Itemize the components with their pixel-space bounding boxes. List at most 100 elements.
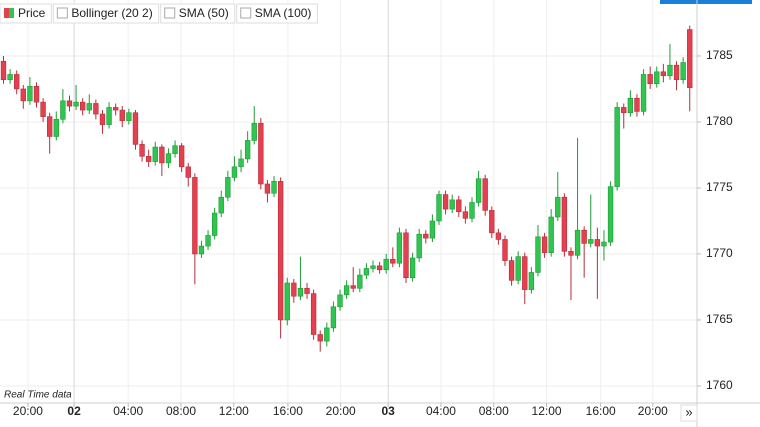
candle-body	[192, 177, 198, 255]
legend-label: SMA (50)	[179, 6, 229, 20]
legend-swatch	[4, 8, 9, 18]
candle-body	[436, 194, 442, 222]
candle-body	[231, 166, 238, 178]
y-tick-label: 1780	[706, 114, 733, 128]
candle-body	[640, 74, 647, 112]
candle-body	[370, 265, 376, 269]
candle-body	[310, 293, 317, 335]
candle-body	[172, 145, 178, 154]
x-tick-label: 02	[67, 404, 81, 418]
candle-body	[396, 232, 403, 264]
candle-body	[271, 181, 277, 194]
candle-body	[403, 232, 409, 279]
candle-body	[614, 107, 620, 187]
candle-body	[627, 97, 634, 114]
legend-item[interactable]: SMA (100)	[236, 3, 318, 24]
y-tick-label: 1775	[706, 180, 733, 194]
candle-body	[581, 229, 587, 244]
candle-body	[225, 177, 231, 198]
candle-body	[152, 146, 158, 162]
axes: 1760 1765 1770 1775 1780 1785 20:00 02 04:00 08:0…	[13, 48, 733, 418]
candle-body	[489, 210, 495, 234]
legend-label: SMA (100)	[255, 6, 312, 20]
candle-body	[14, 74, 20, 90]
candle-body	[456, 199, 462, 213]
x-tick-label: 16:00	[586, 404, 616, 418]
x-tick-label: 20:00	[326, 404, 356, 418]
legend-swatch	[9, 8, 14, 18]
scroll-button-label[interactable]: »	[685, 404, 692, 419]
candle-body	[185, 166, 191, 178]
candle-body	[53, 119, 59, 137]
legend-checkbox[interactable]	[56, 7, 68, 19]
legend-border	[0, 3, 52, 24]
candle-body	[198, 245, 205, 255]
candle-body	[522, 256, 528, 290]
candle-body	[284, 282, 290, 321]
legend-border	[160, 3, 236, 24]
candle-body	[337, 294, 343, 308]
candle-body	[40, 101, 46, 117]
candle-body	[363, 268, 370, 276]
x-tick-label: 20:00	[13, 404, 43, 418]
x-tick-label: 12:00	[532, 404, 562, 418]
legend-checkbox[interactable]	[164, 7, 176, 19]
candle-body	[343, 285, 350, 296]
candle-body	[27, 86, 33, 102]
candle-body	[264, 183, 271, 194]
candle-body	[449, 199, 455, 210]
x-tick-label: 20:00	[638, 404, 668, 418]
candle-body	[634, 97, 640, 112]
candle-body	[145, 155, 152, 162]
candle-body	[165, 153, 172, 164]
x-tick-label: 03	[382, 404, 396, 418]
candle-body	[409, 257, 416, 279]
candle-body	[126, 112, 132, 121]
legend-item[interactable]: SMA (50)	[160, 3, 236, 24]
candle-body	[86, 103, 92, 111]
candle-body	[654, 71, 660, 84]
scroll-button[interactable]	[680, 404, 698, 422]
y-tick-label: 1785	[706, 48, 733, 62]
legend-item[interactable]: Bollinger (20 2)	[52, 3, 160, 24]
legend-item[interactable]: Price	[0, 3, 52, 24]
candle-body	[238, 158, 244, 168]
x-tick-label: 12:00	[219, 404, 249, 418]
candle-body	[350, 285, 356, 289]
grid	[0, 0, 697, 403]
candle-body	[205, 235, 211, 247]
candle-body	[508, 260, 515, 281]
candle-body	[297, 287, 304, 297]
candle-body	[495, 232, 502, 240]
candle-body	[555, 196, 561, 218]
legend: Price Bollinger (20 2) SMA (50) SMA (100)	[0, 3, 320, 24]
candle-body	[568, 251, 574, 256]
candle-body	[475, 178, 482, 203]
candles	[0, 25, 693, 352]
candle-body	[574, 229, 581, 256]
candle-body	[178, 145, 185, 168]
candle-body	[0, 60, 7, 81]
candle-body	[535, 236, 541, 273]
candle-body	[330, 306, 337, 329]
candle-body	[304, 287, 310, 294]
legend-checkbox[interactable]	[240, 7, 252, 19]
candle-body	[429, 220, 436, 239]
candle-body	[515, 256, 521, 281]
candle-body	[291, 282, 297, 297]
candle-body	[548, 216, 554, 253]
candle-body	[647, 74, 653, 84]
x-tick-label: 04:00	[426, 404, 456, 418]
y-tick-label: 1765	[706, 312, 733, 326]
candle-body	[106, 107, 112, 125]
candle-body	[33, 86, 40, 103]
candle-body	[20, 88, 26, 102]
candle-body	[357, 274, 363, 289]
candle-body	[258, 122, 264, 185]
candle-body	[680, 62, 686, 81]
candle-body	[66, 100, 73, 107]
candle-body	[442, 194, 449, 210]
y-tick-label: 1760	[706, 378, 733, 392]
x-tick-label: 08:00	[166, 404, 196, 418]
